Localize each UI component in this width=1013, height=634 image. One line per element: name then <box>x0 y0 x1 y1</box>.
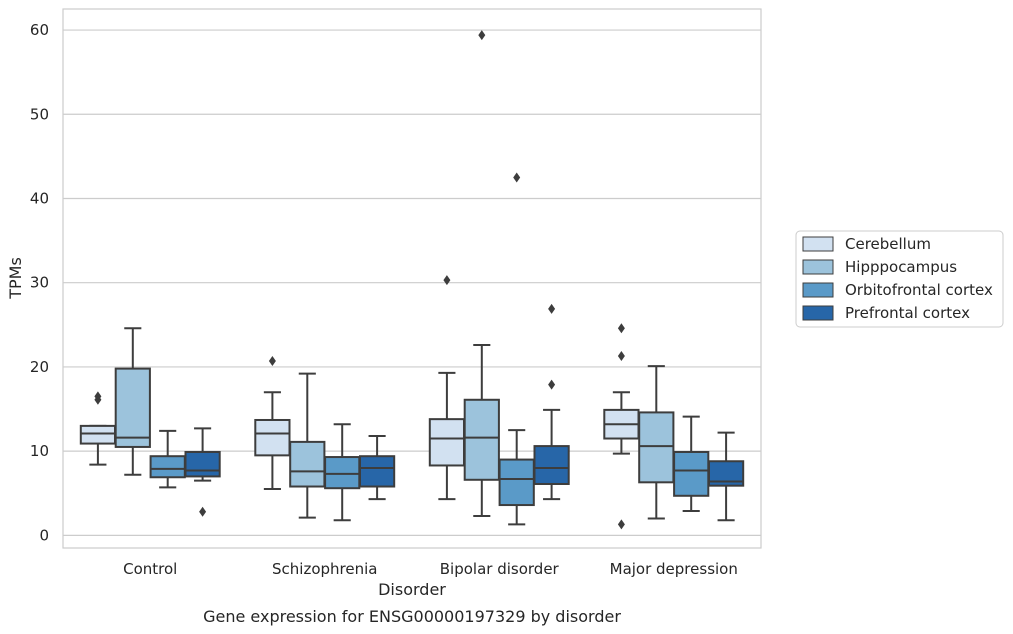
legend-frame <box>795 230 1004 328</box>
box-element <box>254 356 291 491</box>
y-tick-label: 30 <box>30 274 49 292</box>
outlier-point <box>548 379 556 390</box>
legend-label: Orbitofrontal cortex <box>845 281 993 299</box>
legend-swatch <box>802 282 834 298</box>
box-element <box>673 415 710 512</box>
outlier-point <box>617 350 625 361</box>
series-orbitofrontal-cortex <box>149 172 710 526</box>
box-body <box>638 411 675 484</box>
outlier-point <box>443 275 451 286</box>
box-element <box>149 429 186 489</box>
legend: Cerebellum Hipppocampus Orbitofrontal cort… <box>795 230 1004 328</box>
legend-swatch <box>802 236 834 252</box>
y-axis-label: TPMs <box>6 257 25 300</box>
legend-label: Cerebellum <box>845 235 931 253</box>
box-body <box>428 418 466 467</box>
outlier-point <box>94 391 102 402</box>
box-body <box>463 398 500 481</box>
y-tick-label: 10 <box>30 442 49 460</box>
x-axis-ticks: Control Schizophrenia Bipolar disorder Majo… <box>123 560 738 578</box>
box-body <box>358 455 396 488</box>
x-tick-label: Schizophrenia <box>272 560 377 578</box>
box-element <box>707 431 745 522</box>
box-body <box>114 367 151 448</box>
y-axis-ticks: 0 10 20 30 40 50 60 <box>30 21 49 544</box>
chart-caption: Gene expression for ENSG00000197329 by d… <box>203 607 621 626</box>
legend-label: Hipppocampus <box>845 258 957 276</box>
outlier-point <box>548 303 556 314</box>
outlier-point <box>199 506 207 517</box>
legend-swatch <box>802 305 834 321</box>
y-tick-label: 50 <box>30 105 49 123</box>
box-element <box>289 372 326 519</box>
y-tick-label: 20 <box>30 358 49 376</box>
outlier-point <box>513 172 521 183</box>
x-tick-label: Bipolar disorder <box>440 560 560 578</box>
box-body <box>79 424 117 445</box>
y-tick-label: 0 <box>39 526 49 544</box>
box-series <box>79 30 745 530</box>
outlier-point <box>617 519 625 530</box>
legend-label: Prefrontal cortex <box>845 304 970 322</box>
box-element <box>638 365 675 520</box>
box-element <box>184 427 221 517</box>
box-element <box>533 303 570 501</box>
box-body <box>324 456 361 490</box>
outlier-point <box>617 323 625 334</box>
box-body <box>498 458 535 507</box>
x-tick-label: Major depression <box>610 560 738 578</box>
y-tick-label: 60 <box>30 21 49 39</box>
box-body <box>673 450 710 497</box>
outlier-point <box>268 356 276 367</box>
box-element <box>428 275 466 501</box>
box-element <box>603 323 640 530</box>
box-element <box>114 327 151 476</box>
box-body <box>184 450 221 478</box>
x-tick-label: Control <box>123 560 177 578</box>
box-body <box>149 455 186 479</box>
box-element <box>463 30 500 517</box>
x-axis-label: Disorder <box>378 580 446 599</box>
box-body <box>254 418 291 457</box>
series-hipppocampus <box>114 30 675 520</box>
legend-swatch <box>802 259 834 275</box>
series-cerebellum <box>79 275 640 530</box>
box-element <box>498 172 535 526</box>
box-body <box>289 440 326 488</box>
outlier-point <box>478 30 486 41</box>
box-element <box>358 434 396 501</box>
series-prefrontal-cortex <box>184 303 745 522</box>
y-tick-label: 40 <box>30 189 49 207</box>
box-body <box>533 445 570 485</box>
